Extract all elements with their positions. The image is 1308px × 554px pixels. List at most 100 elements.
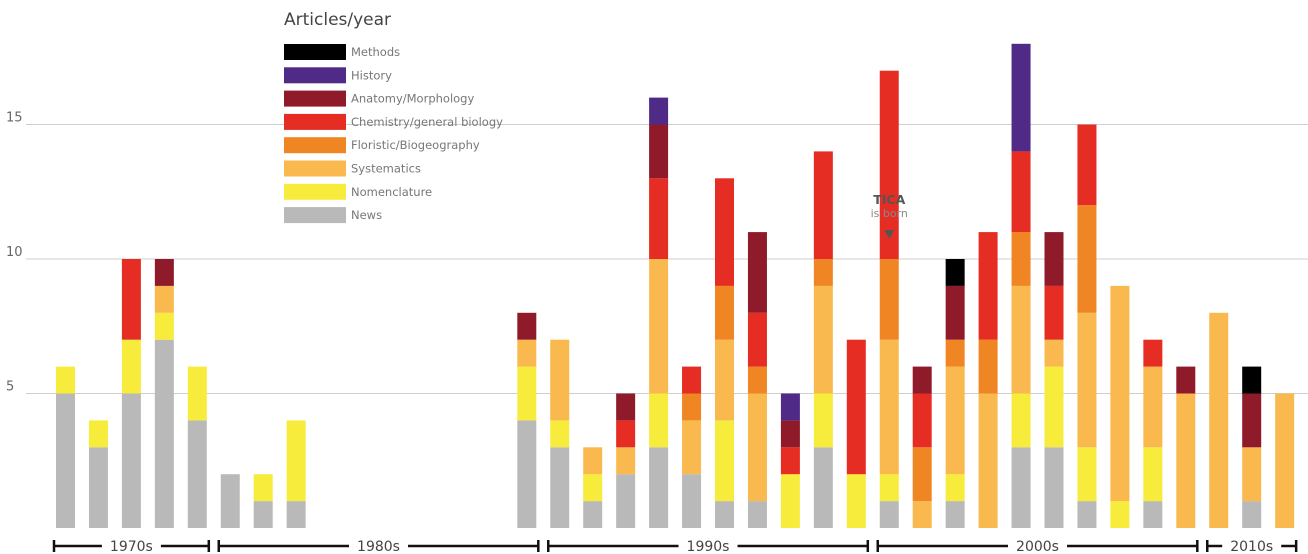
bar-segment [220, 474, 240, 528]
bar-segment [945, 474, 965, 502]
bar [1110, 285, 1130, 528]
bar-segment [649, 393, 669, 448]
bar-segment [1011, 151, 1031, 233]
bar-segment [1044, 339, 1064, 367]
bar-segment [1143, 447, 1163, 502]
bar-segment [1176, 393, 1196, 528]
legend-swatch [284, 44, 346, 60]
bar-segment [780, 420, 800, 448]
bar [154, 259, 174, 528]
bar [846, 339, 866, 528]
bar-segment [616, 393, 636, 421]
bar-segment [912, 501, 932, 528]
bar [649, 97, 669, 528]
bar-segment [1275, 393, 1295, 528]
bar-segment [1011, 393, 1031, 448]
bar-segment [1143, 366, 1163, 448]
annotation-subtitle: is born [871, 207, 908, 220]
bar-segment [1242, 447, 1262, 502]
bar [1242, 366, 1262, 528]
bar-segment [56, 366, 75, 394]
annotation-arrow [884, 230, 895, 239]
bar [583, 447, 603, 528]
bar-segment [715, 285, 734, 340]
legend-label: History [351, 68, 392, 82]
legend-swatch [284, 67, 346, 84]
bar-segment [1044, 285, 1064, 340]
bar-segment [715, 420, 734, 502]
bar-segment [616, 474, 636, 528]
bar-segment [88, 447, 108, 528]
bar-segment [1242, 366, 1262, 394]
bar-segment [1011, 232, 1031, 286]
bar-segment [616, 420, 636, 448]
bar-segment [945, 259, 965, 286]
bar-segment [945, 366, 965, 475]
bar-segment [879, 70, 899, 259]
bar-segment [747, 393, 767, 502]
bar [780, 393, 800, 528]
decade-bracket: 2000s [876, 539, 1199, 554]
bar-segment [121, 393, 141, 528]
bar-segment [747, 501, 767, 528]
bar-segment [1044, 366, 1064, 448]
bar [121, 259, 141, 528]
bar-segment [286, 420, 306, 502]
legend-label: Methods [351, 45, 400, 59]
bar-segment [1044, 232, 1064, 286]
bar-segment [517, 366, 537, 421]
bar-segment [187, 420, 207, 528]
bar-segment [978, 232, 998, 340]
bar-segment [879, 474, 899, 502]
bar-segment [1077, 447, 1097, 502]
bar-segment [286, 501, 306, 528]
legend-label: Anatomy/Morphology [351, 92, 474, 106]
bar [286, 420, 306, 528]
bar-segment [517, 339, 537, 367]
bar-segment [1110, 501, 1130, 528]
legend: Articles/year Methods History Anatomy/Morph… [284, 10, 503, 224]
bar-segment [550, 420, 570, 448]
bar [1176, 366, 1196, 528]
decade-bracket: 1990s [547, 539, 870, 554]
bar [1077, 124, 1097, 528]
bar-segment [747, 312, 767, 367]
bar-segment [1077, 501, 1097, 528]
decade-label: 1970s [110, 539, 153, 554]
bar [616, 393, 636, 528]
bar-segment [154, 312, 174, 340]
bar [813, 151, 833, 528]
bar [1044, 232, 1064, 528]
legend-swatch [284, 207, 346, 224]
bar-segment [1077, 312, 1097, 448]
legend-label: Floristic/Biogeography [351, 138, 480, 152]
bar-segment [715, 501, 734, 528]
bar [715, 178, 734, 528]
bar-segment [1077, 124, 1097, 206]
bar-segment [945, 285, 965, 340]
legend-swatch [284, 137, 346, 154]
bar-segment [517, 420, 537, 528]
bar-segment [187, 366, 207, 421]
bar-segment [682, 420, 702, 475]
bar-segment [682, 474, 702, 528]
legend-label: Chemistry/general biology [351, 115, 503, 129]
bar-segment [715, 178, 734, 286]
bar [978, 232, 998, 528]
legend-swatch [284, 113, 346, 130]
decade-label: 1980s [357, 539, 400, 554]
bar-segment [583, 501, 603, 528]
bar [88, 420, 108, 528]
bar-segment [616, 447, 636, 475]
bar-segment [88, 420, 108, 448]
bar [550, 339, 570, 528]
bar [879, 70, 899, 528]
bar [945, 259, 965, 528]
bar-segment [682, 393, 702, 421]
bar-segment [253, 474, 273, 502]
bar-segment [813, 393, 833, 448]
decade-label: 2010s [1230, 539, 1273, 554]
bar-segment [649, 178, 669, 259]
bar-segment [154, 259, 174, 286]
